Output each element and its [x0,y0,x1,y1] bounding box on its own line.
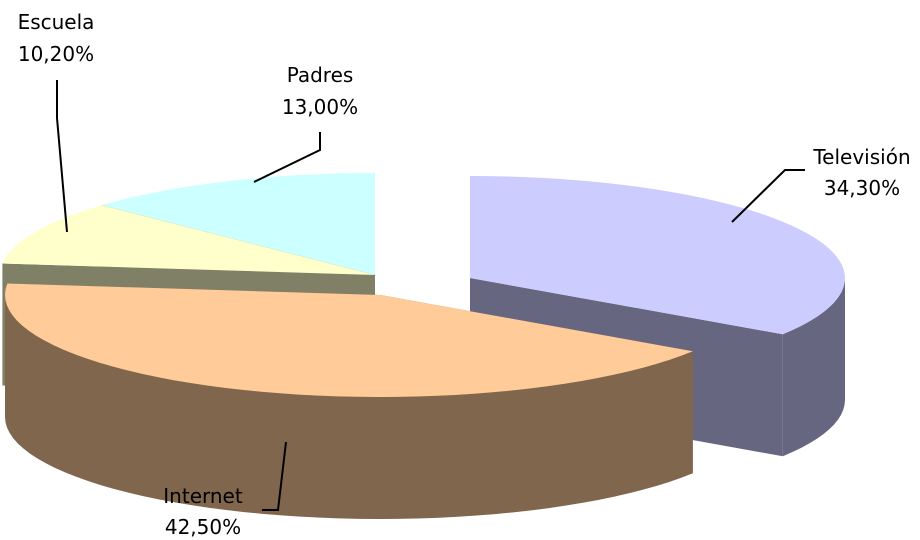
slice-value-internet: 42,50% [165,515,241,539]
slice-value-escuela: 10,20% [18,42,94,66]
slice-side-television [782,278,845,457]
slice-label-padres: Padres [287,63,354,87]
slice-label-escuela: Escuela [18,10,95,34]
leader-line-escuela [56,80,68,233]
slice-top-padres [101,173,375,275]
slice-top-television [470,176,845,335]
leader-line-internet [262,441,287,511]
leader-line-padres [253,132,321,183]
slice-top-internet [5,283,693,397]
slice-value-padres: 13,00% [282,95,358,119]
slice-top-escuela [2,205,376,275]
slice-value-television: 34,30% [824,176,900,200]
leader-line-television [731,169,805,223]
slice-label-internet: Internet [163,484,243,508]
slice-label-television: Televisión [812,145,910,169]
pie-slices [2,173,845,519]
slice-side-internet [5,295,693,519]
slice-internet [5,283,693,519]
